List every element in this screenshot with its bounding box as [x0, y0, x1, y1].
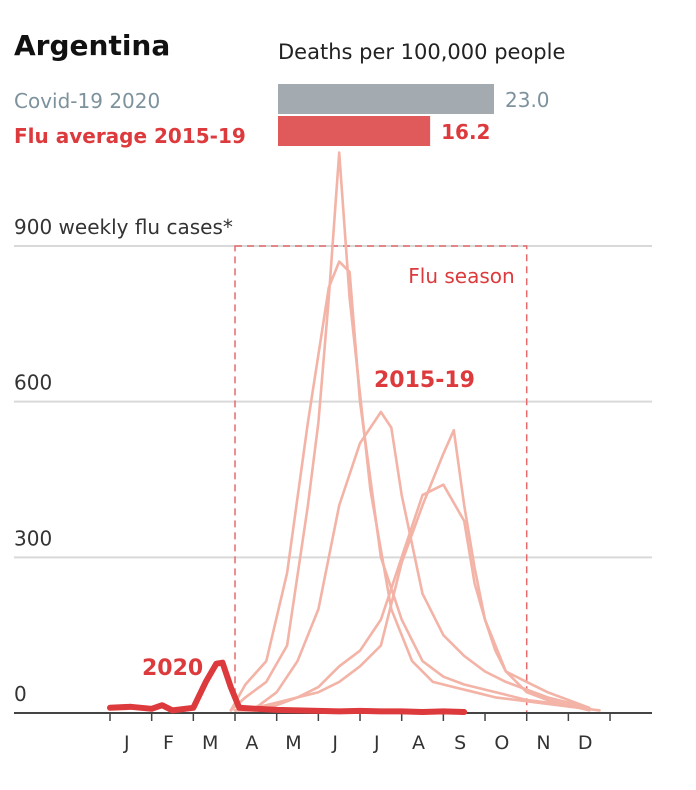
legend-covid-2020: Covid-19 2020 [14, 89, 160, 113]
x-tick-9: S [454, 732, 466, 754]
label-2015-19: 2015-19 [374, 368, 475, 393]
y-tick-300: 300 [14, 526, 52, 550]
x-tick-5: M [285, 732, 301, 754]
current-series [107, 659, 468, 715]
deaths-value-flu: 16.2 [441, 120, 490, 144]
deaths-bar-flu [278, 116, 431, 146]
gridlines [14, 245, 652, 559]
x-tick-4: A [245, 732, 258, 754]
series-line-2020 [107, 659, 468, 715]
chart-title: Argentina [14, 29, 170, 62]
series-line-2017 [233, 410, 591, 712]
x-tick-1: J [123, 732, 130, 754]
x-tick-2: F [163, 732, 174, 754]
y-tick-labels: 0 300 600 [14, 371, 52, 706]
x-tick-7: J [373, 732, 380, 754]
series-line-2016 [229, 260, 591, 712]
y-axis-label: 900 weekly flu cases* [14, 215, 233, 239]
label-2020: 2020 [142, 656, 203, 681]
x-tick-8: A [412, 732, 425, 754]
x-tick-10: O [494, 732, 509, 754]
x-tick-6: J [331, 732, 338, 754]
flu-season-label: Flu season [408, 264, 514, 288]
deaths-bar-covid [278, 84, 494, 114]
deaths-value-covid: 23.0 [505, 88, 550, 112]
series-line-2015 [229, 151, 601, 712]
x-tick-3: M [202, 732, 218, 754]
y-tick-0: 0 [14, 682, 27, 706]
deaths-title: Deaths per 100,000 people [278, 40, 565, 64]
series-line-2019 [233, 428, 591, 712]
historical-series [229, 151, 601, 712]
x-tick-11: N [536, 732, 550, 754]
legend-flu-average: Flu average 2015-19 [14, 124, 246, 148]
y-tick-600: 600 [14, 371, 52, 395]
x-tick-12: D [578, 732, 593, 754]
